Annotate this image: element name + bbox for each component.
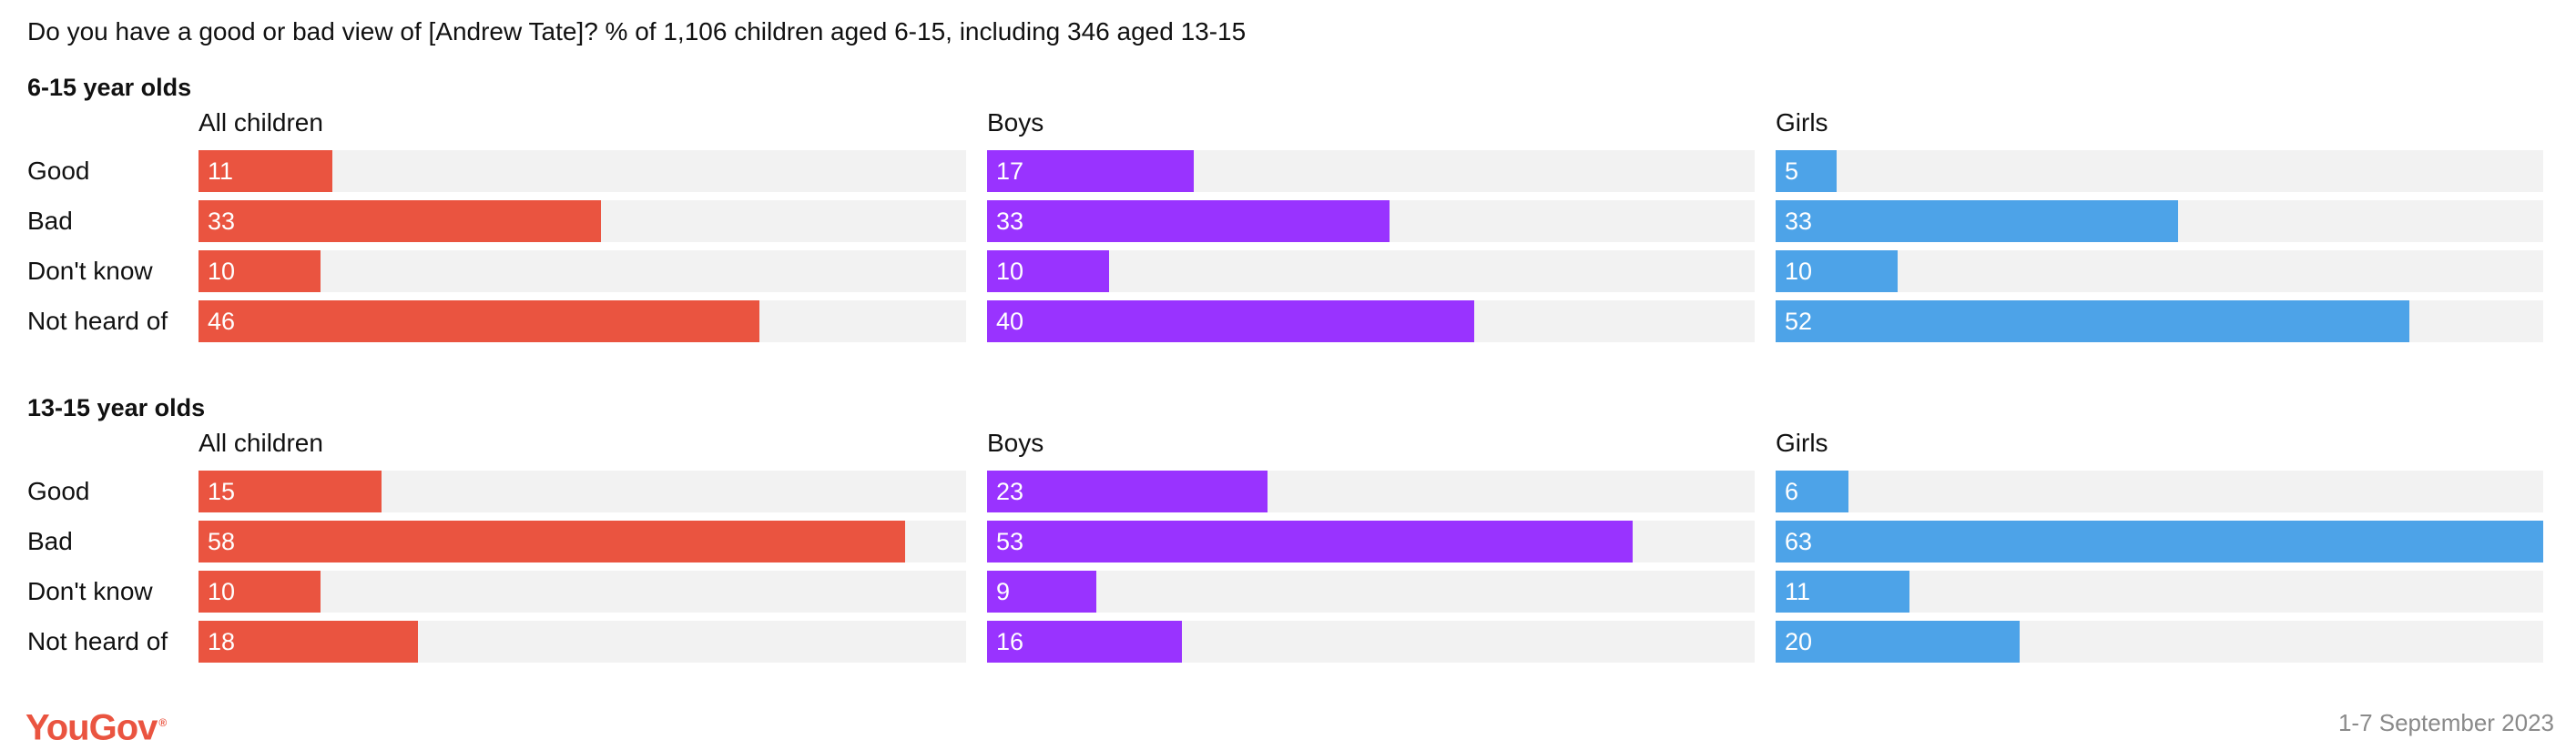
bar: 10	[1776, 250, 1898, 292]
bar-value-label: 33	[208, 208, 236, 235]
bar-value-label: 20	[1785, 628, 1813, 655]
bar: 52	[1776, 300, 2409, 342]
bar: 63	[1776, 521, 2543, 562]
bar: 33	[199, 200, 601, 242]
column-header: Girls	[1776, 108, 1828, 137]
yougov-logo: YouGov ®	[25, 707, 167, 748]
bar-track: 18	[199, 621, 966, 663]
column-header: Boys	[987, 429, 1044, 457]
bar-value-label: 52	[1785, 308, 1813, 335]
bar-track: 10	[199, 571, 966, 613]
bar-value-label: 9	[996, 578, 1011, 605]
bar-track: 52	[1776, 300, 2543, 342]
logo-text: YouGov	[25, 707, 158, 748]
bar-track: 9	[987, 571, 1755, 613]
bar: 23	[987, 471, 1268, 512]
bar-value-label: 6	[1785, 478, 1799, 505]
bar-track: 16	[987, 621, 1755, 663]
bar: 46	[199, 300, 759, 342]
category-label: Don't know	[27, 577, 153, 605]
bar-track: 53	[987, 521, 1755, 562]
bar: 10	[199, 571, 321, 613]
bar-track: 6	[1776, 471, 2543, 512]
bar: 6	[1776, 471, 1849, 512]
bar-track: 5	[1776, 150, 2543, 192]
bar-value-label: 33	[1785, 208, 1813, 235]
bar-value-label: 63	[1785, 528, 1813, 555]
bar: 15	[199, 471, 382, 512]
survey-date: 1-7 September 2023	[2337, 709, 2554, 736]
column-header: Girls	[1776, 429, 1828, 457]
category-label: Bad	[27, 207, 73, 235]
bar: 9	[987, 571, 1097, 613]
bar-track: 58	[199, 521, 966, 562]
bar-value-label: 46	[208, 308, 236, 335]
bar: 18	[199, 621, 418, 663]
bar-track: 10	[1776, 250, 2543, 292]
bar-value-label: 17	[996, 157, 1024, 185]
bar-track: 63	[1776, 521, 2543, 562]
bar-track: 15	[199, 471, 966, 512]
bar-value-label: 53	[996, 528, 1024, 555]
column-header: All children	[199, 429, 323, 457]
bar-value-label: 23	[996, 478, 1024, 505]
bar-track: 46	[199, 300, 966, 342]
bar-value-label: 16	[996, 628, 1024, 655]
bar: 5	[1776, 150, 1837, 192]
category-label: Good	[27, 157, 90, 185]
bar-value-label: 10	[1785, 258, 1813, 285]
bar: 10	[987, 250, 1109, 292]
bar: 53	[987, 521, 1634, 562]
bar: 10	[199, 250, 321, 292]
bar: 16	[987, 621, 1183, 663]
section-title: 13-15 year olds	[27, 394, 206, 421]
bar-track: 10	[987, 250, 1755, 292]
bar: 20	[1776, 621, 2020, 663]
bar-value-label: 10	[208, 258, 236, 285]
category-label: Not heard of	[27, 307, 168, 335]
column-header: All children	[199, 108, 323, 137]
category-label: Don't know	[27, 257, 153, 285]
bar-value-label: 40	[996, 308, 1024, 335]
bar-value-label: 18	[208, 628, 236, 655]
section-title: 6-15 year olds	[27, 74, 192, 101]
bar-value-label: 15	[208, 478, 236, 505]
bar-track: 11	[1776, 571, 2543, 613]
bar-track: 20	[1776, 621, 2543, 663]
bar-track: 33	[1776, 200, 2543, 242]
bar-value-label: 10	[208, 578, 236, 605]
bar-value-label: 33	[996, 208, 1024, 235]
bar: 58	[199, 521, 906, 562]
bar: 11	[1776, 571, 1910, 613]
bar-track: 33	[987, 200, 1755, 242]
bar-value-label: 58	[208, 528, 236, 555]
bar-track: 11	[199, 150, 966, 192]
column-header: Boys	[987, 108, 1044, 137]
bar-track: 33	[199, 200, 966, 242]
bar: 40	[987, 300, 1475, 342]
bar: 33	[1776, 200, 2178, 242]
bar: 33	[987, 200, 1390, 242]
bar-value-label: 10	[996, 258, 1024, 285]
bar-track: 40	[987, 300, 1755, 342]
category-label: Not heard of	[27, 627, 168, 655]
chart-question: Do you have a good or bad view of [Andre…	[27, 17, 1247, 46]
category-label: Good	[27, 477, 90, 505]
bar-value-label: 5	[1785, 157, 1799, 185]
bar: 17	[987, 150, 1195, 192]
bar-track: 10	[199, 250, 966, 292]
bar-value-label: 11	[1785, 578, 1811, 605]
bar-value-label: 11	[208, 157, 234, 185]
bar-track: 17	[987, 150, 1755, 192]
bar-track: 23	[987, 471, 1755, 512]
category-label: Bad	[27, 527, 73, 555]
bar: 11	[199, 150, 333, 192]
